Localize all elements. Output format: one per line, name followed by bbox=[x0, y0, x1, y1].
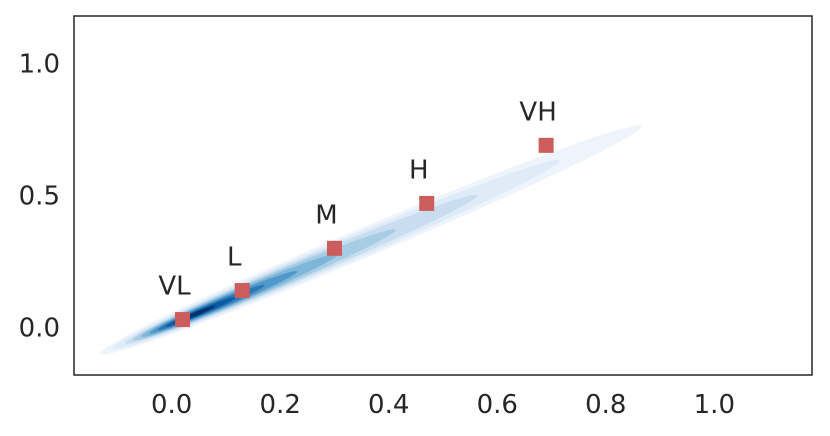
x-tick-label: 0.2 bbox=[260, 390, 301, 420]
x-axis-ticks: 0.0 0.2 0.4 0.6 0.8 1.0 bbox=[151, 390, 735, 420]
point-label-m: M bbox=[315, 200, 337, 230]
y-tick-label: 0.5 bbox=[19, 182, 60, 212]
y-axis-ticks: 0.0 0.5 1.0 bbox=[19, 50, 60, 344]
x-tick-label: 0.8 bbox=[585, 390, 626, 420]
x-tick-label: 0.4 bbox=[368, 390, 409, 420]
y-tick-label: 0.0 bbox=[19, 313, 60, 343]
x-tick-label: 0.0 bbox=[151, 390, 192, 420]
point-label-vl: VL bbox=[158, 272, 191, 302]
y-tick-label: 1.0 bbox=[19, 50, 60, 80]
point-marker-vl bbox=[175, 312, 191, 328]
point-label-h: H bbox=[409, 155, 429, 185]
point-label-vh: VH bbox=[519, 97, 556, 127]
point-marker-l bbox=[234, 283, 250, 299]
point-label-l: L bbox=[227, 243, 242, 273]
data-points: VL L M H VH bbox=[158, 97, 557, 328]
x-tick-label: 0.6 bbox=[477, 390, 518, 420]
point-marker-vh bbox=[538, 137, 554, 153]
point-marker-h bbox=[419, 195, 435, 211]
plot-frame bbox=[73, 15, 813, 376]
x-tick-label: 1.0 bbox=[694, 390, 735, 420]
point-marker-m bbox=[326, 240, 342, 256]
